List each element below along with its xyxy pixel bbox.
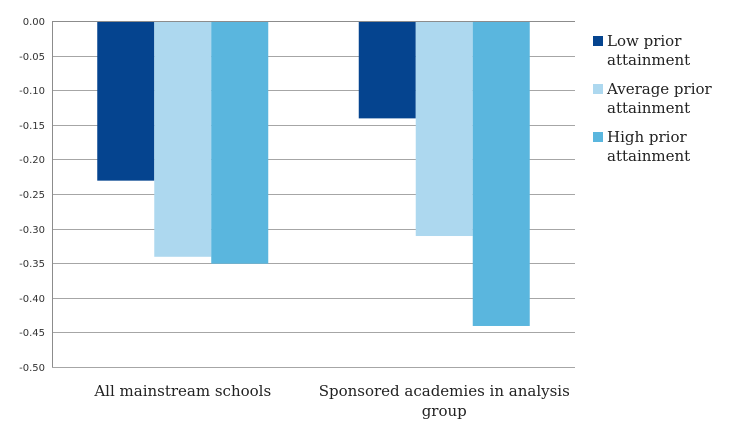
legend-swatch <box>593 84 603 94</box>
bars <box>97 21 530 326</box>
y-tick-label: -0.20 <box>19 155 45 166</box>
legend: Low prior attainment Average prior attainme… <box>593 32 713 165</box>
bar-average-prior-attainment <box>154 21 212 257</box>
legend-swatch <box>593 36 603 46</box>
bar-low-prior-attainment <box>358 21 416 119</box>
legend-label: Average prior attainment <box>606 80 713 117</box>
y-tick-label: -0.15 <box>19 121 45 132</box>
y-tick-labels: 0.00 -0.05 -0.10 -0.15 -0.20 -0.25 -0.30 -0.35 -… <box>19 17 45 374</box>
category-label: All mainstream schools <box>93 382 271 400</box>
legend-swatch <box>593 132 603 142</box>
y-tick-label: -0.05 <box>19 52 45 63</box>
y-tick-label: -0.50 <box>19 363 45 374</box>
legend-label: Low prior attainment <box>607 32 690 69</box>
bar-high-prior-attainment <box>211 21 269 264</box>
y-tick-label: 0.00 <box>23 17 45 28</box>
bar-low-prior-attainment <box>97 21 155 181</box>
y-tick-label: -0.25 <box>19 190 45 201</box>
y-tick-label: -0.35 <box>19 259 45 270</box>
bar-high-prior-attainment <box>472 21 530 326</box>
legend-label: High prior attainment <box>607 128 690 165</box>
bar-average-prior-attainment <box>415 21 473 237</box>
y-tick-label: -0.10 <box>19 86 45 97</box>
y-tick-label: -0.45 <box>19 328 45 339</box>
y-tick-label: -0.40 <box>19 294 45 305</box>
category-labels: All mainstream schools Sponsored academie… <box>93 382 569 420</box>
y-tick-label: -0.30 <box>19 225 45 236</box>
axes <box>52 21 575 367</box>
category-label: Sponsored academies in analysis group <box>319 382 570 420</box>
